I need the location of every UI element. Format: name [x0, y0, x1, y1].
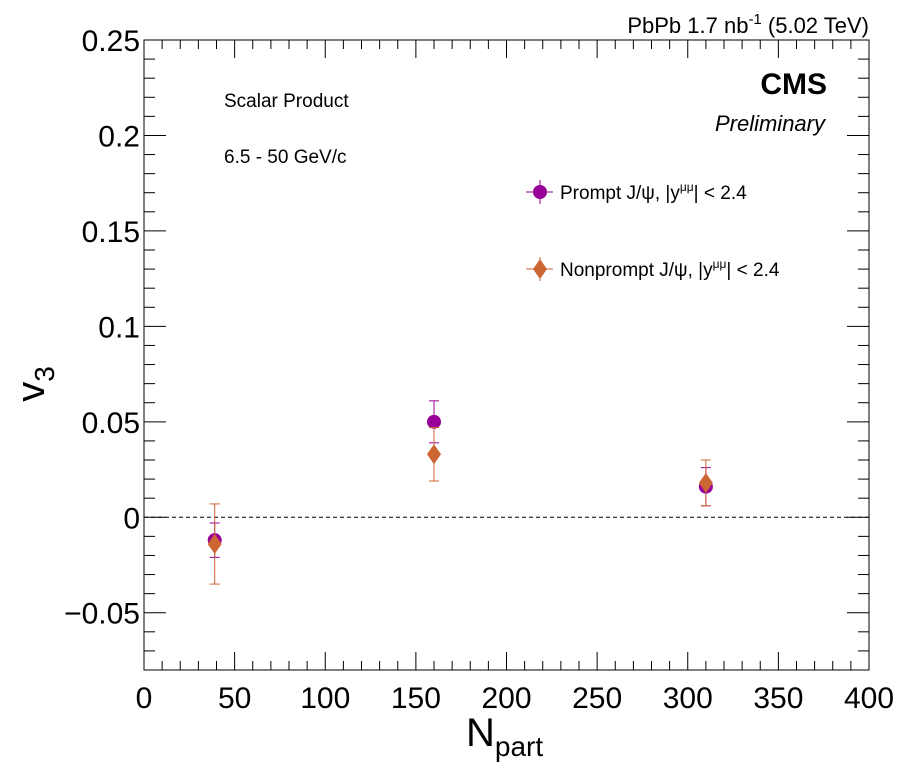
tick-labels: 0 50 100 150 200 250 300 350 400 −0.05 0 0.05 0.1 0.1…	[64, 25, 894, 715]
x-tick-label: 200	[481, 682, 531, 715]
nonprompt-point	[698, 472, 713, 493]
y-tick-label: 0.05	[82, 407, 140, 440]
x-tick-label: 100	[300, 682, 350, 715]
x-tick-label: 0	[136, 682, 153, 715]
y-tick-label: 0.25	[82, 25, 140, 58]
legend-label: Nonprompt J/ψ, |yμμ| < 2.4	[560, 257, 780, 281]
legend: Prompt J/ψ, |yμμ| < 2.4 Nonprompt J/ψ, |y…	[526, 180, 780, 281]
legend-label: Prompt J/ψ, |yμμ| < 2.4	[560, 180, 747, 204]
x-tick-label: 400	[844, 682, 894, 715]
data-points	[207, 400, 713, 585]
x-tick-label: 300	[663, 682, 713, 715]
status-label: Preliminary	[715, 111, 827, 136]
x-axis-label: Npart	[466, 711, 543, 762]
y-tick-label: 0.2	[98, 120, 140, 153]
y-tick-label: 0.1	[98, 311, 140, 344]
axis-ticks	[143, 39, 870, 671]
annotation-pt-range: 6.5 - 50 GeV/c	[224, 147, 347, 168]
nonprompt-point	[427, 444, 441, 465]
x-tick-label: 250	[572, 682, 622, 715]
x-tick-label: 50	[218, 682, 251, 715]
x-tick-label: 150	[391, 682, 441, 715]
header-text: PbPb 1.7 nb-1 (5.02 TeV)	[627, 11, 869, 38]
nonprompt-point	[207, 534, 222, 554]
annotation-method: Scalar Product	[224, 91, 349, 112]
y-tick-label: −0.05	[64, 598, 140, 631]
legend-prompt-marker	[533, 185, 547, 199]
prompt-point	[427, 414, 441, 429]
experiment-label: CMS	[760, 68, 827, 101]
y-tick-label: 0	[123, 502, 140, 535]
y-tick-label: 0.15	[82, 216, 140, 249]
y-axis-label: v3	[9, 366, 60, 402]
legend-nonprompt-marker	[533, 259, 547, 279]
x-tick-label: 350	[753, 682, 803, 715]
